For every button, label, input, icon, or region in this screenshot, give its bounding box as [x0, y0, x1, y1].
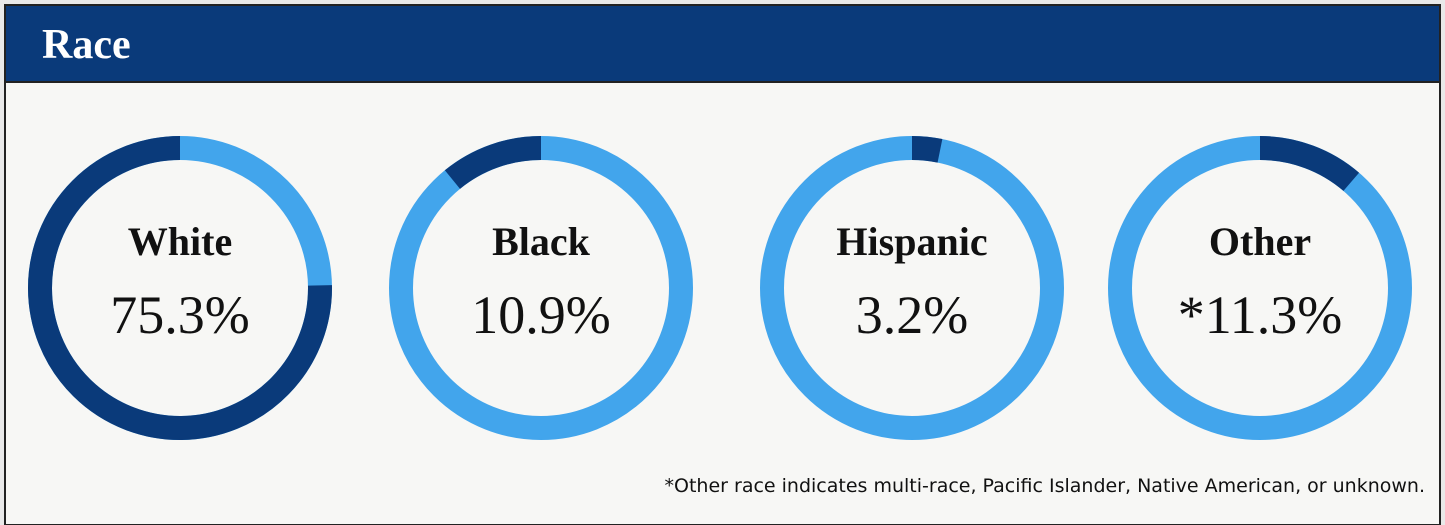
- donut-value: 3.2%: [856, 285, 968, 345]
- donut-arc: [444, 136, 542, 190]
- donut-title: White: [128, 219, 232, 264]
- donut-value: 75.3%: [110, 285, 249, 345]
- donut-arc: [1259, 136, 1360, 192]
- donut-title: Hispanic: [836, 219, 987, 264]
- donut-value: *11.3%: [1178, 285, 1342, 345]
- panel: [4, 4, 1441, 525]
- donut-arc: [28, 136, 332, 440]
- donut-value: 10.9%: [471, 285, 610, 345]
- donut-title: Other: [1209, 219, 1311, 264]
- donut-arc: [911, 136, 943, 163]
- header-title: Race: [42, 22, 131, 68]
- footnote: *Other race indicates multi-race, Pacifi…: [665, 475, 1425, 497]
- header-band: [4, 4, 1441, 83]
- donut-title: Black: [492, 219, 591, 264]
